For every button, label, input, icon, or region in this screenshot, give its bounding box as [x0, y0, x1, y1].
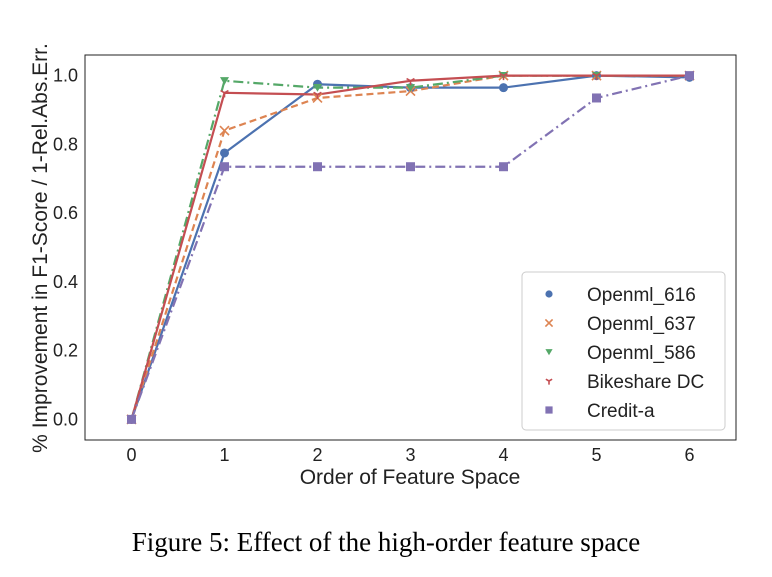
legend-label: Bikeshare DC — [587, 372, 704, 393]
y-axis-label: % Improvement in F1-Score / 1-Rel.Abs.Er… — [29, 43, 52, 453]
y-tick-label: 0.2 — [53, 341, 78, 361]
legend-label: Openml_616 — [587, 285, 696, 306]
figure-caption: Figure 5: Effect of the high-order featu… — [0, 527, 772, 558]
data-point — [220, 148, 229, 157]
x-axis-ticks: 0 1 2 3 4 5 6 — [126, 445, 694, 465]
x-tick-label: 5 — [591, 445, 601, 465]
data-point — [685, 71, 694, 80]
x-axis-label: Order of Feature Space — [300, 466, 521, 489]
legend-label: Openml_637 — [587, 314, 696, 335]
x-tick-label: 2 — [312, 445, 322, 465]
legend-label: Openml_586 — [587, 343, 696, 364]
x-tick-label: 1 — [219, 445, 229, 465]
y-tick-label: 0.4 — [53, 272, 78, 292]
data-point — [313, 162, 322, 171]
y-axis-ticks: 0.0 0.2 0.4 0.6 0.8 1.0 — [53, 66, 78, 430]
data-point — [499, 83, 508, 92]
data-point — [220, 162, 229, 171]
data-point — [406, 162, 415, 171]
legend-marker — [545, 290, 552, 297]
x-tick-label: 6 — [684, 445, 694, 465]
legend-label: Credit-a — [587, 401, 655, 422]
x-tick-label: 3 — [405, 445, 415, 465]
legend: Openml_616 Openml_637 Openml_586 Bikeshare … — [522, 272, 725, 430]
x-tick-label: 0 — [126, 445, 136, 465]
legend-marker — [545, 406, 552, 413]
y-tick-label: 1.0 — [53, 66, 78, 86]
line-chart: 0 1 2 3 4 5 6 0.0 0.2 0.4 0.6 0.8 1.0 Order of Feat… — [0, 0, 772, 520]
data-point — [499, 162, 508, 171]
x-tick-label: 4 — [498, 445, 508, 465]
y-tick-label: 0.6 — [53, 203, 78, 223]
y-tick-label: 0.0 — [53, 409, 78, 429]
y-tick-label: 0.8 — [53, 134, 78, 154]
data-point — [592, 93, 601, 102]
data-point — [127, 415, 136, 424]
